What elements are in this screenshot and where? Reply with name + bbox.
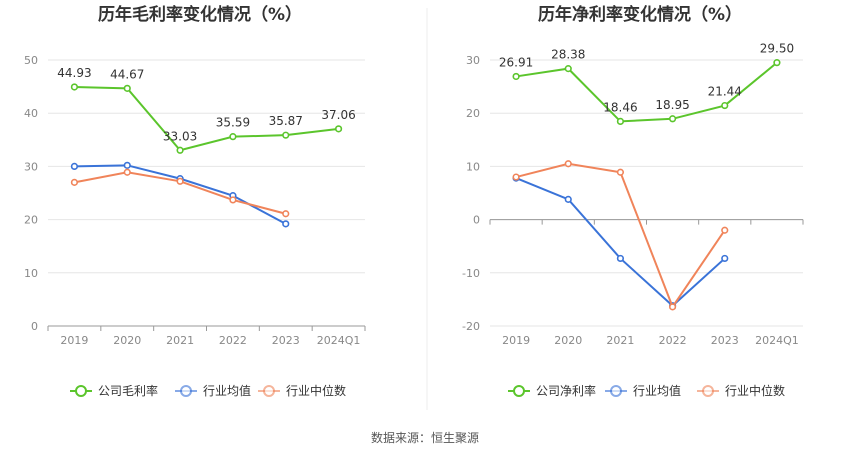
chart-title: 历年毛利率变化情况（%） — [98, 4, 302, 25]
data-label: 21.44 — [708, 85, 742, 99]
y-tick-label: 20 — [24, 214, 38, 227]
data-point — [721, 101, 729, 110]
source-label: 数据来源：恒生聚源 — [371, 430, 479, 445]
data-point — [616, 117, 625, 125]
legend-label: 行业中位数 — [725, 383, 785, 398]
x-tick-label: 2023 — [272, 334, 300, 347]
data-point — [721, 254, 729, 263]
data-label: 44.93 — [57, 66, 91, 80]
y-tick-label: -10 — [462, 267, 480, 280]
data-point — [176, 146, 184, 154]
x-tick-label: 2019 — [60, 334, 88, 347]
data-point — [334, 125, 343, 133]
data-label: 33.03 — [163, 129, 197, 143]
x-tick-label: 2019 — [502, 334, 530, 347]
y-tick-label: -20 — [462, 320, 480, 333]
y-tick-label: 10 — [24, 267, 38, 280]
y-tick-label: 0 — [31, 320, 38, 333]
legend-label: 行业均值 — [633, 383, 681, 398]
series-line-2 — [74, 164, 287, 225]
data-point — [512, 72, 520, 81]
chart-2: 历年净利率变化情况（%） -20 -10 0 10 20 30 2019 2020 2021 202… — [462, 4, 804, 398]
data-label: 35.59 — [216, 116, 250, 130]
legend-swatch-marker — [75, 385, 87, 397]
x-tick-label: 2024Q1 — [755, 334, 799, 347]
data-point — [282, 220, 290, 228]
y-tick-label: 30 — [24, 160, 38, 173]
data-point — [123, 168, 131, 176]
data-point — [668, 115, 677, 123]
series-line-1 — [74, 85, 339, 152]
data-label: 44.67 — [110, 67, 144, 81]
data-label: 37.06 — [321, 108, 355, 122]
data-point — [564, 195, 572, 203]
data-point — [512, 173, 520, 181]
series-line-2 — [515, 177, 726, 308]
data-point — [616, 254, 625, 263]
data-point — [282, 131, 290, 139]
data-label: 28.38 — [551, 48, 585, 62]
legend-swatch-marker — [702, 385, 714, 397]
data-point — [176, 177, 184, 185]
data-point — [70, 83, 79, 91]
legend-label: 公司毛利率 — [98, 383, 158, 398]
series-line-1 — [515, 61, 778, 123]
x-tick-label: 2022 — [219, 334, 247, 347]
data-label: 18.95 — [655, 98, 689, 112]
data-point — [721, 226, 729, 234]
x-tick-label: 2020 — [554, 334, 582, 347]
data-point — [773, 59, 781, 67]
data-label: 35.87 — [269, 114, 303, 128]
data-point — [70, 178, 79, 186]
data-point — [229, 133, 237, 141]
legend-swatch-marker — [180, 385, 192, 397]
chart-title: 历年净利率变化情况（%） — [538, 4, 742, 25]
y-tick-label: 0 — [473, 214, 480, 227]
x-tick-label: 2021 — [166, 334, 194, 347]
y-tick-label: 40 — [24, 107, 38, 120]
legend-label: 行业均值 — [203, 383, 251, 398]
legend-label: 公司净利率 — [536, 383, 596, 398]
x-tick-label: 2021 — [606, 334, 634, 347]
legend-swatch-marker — [610, 385, 622, 397]
legend-swatch-marker — [263, 385, 275, 397]
chart-1: 历年毛利率变化情况（%） 0 10 20 30 40 50 2019 2020 2021 2022 2… — [24, 4, 366, 398]
data-point — [229, 196, 237, 204]
data-point — [123, 84, 131, 92]
data-point — [668, 303, 677, 311]
x-tick-label: 2020 — [113, 334, 141, 347]
series-line-3 — [515, 162, 726, 309]
data-point — [564, 65, 572, 73]
data-point — [564, 160, 572, 168]
y-tick-label: 50 — [24, 54, 38, 67]
legend-label: 行业中位数 — [286, 383, 346, 398]
data-label: 18.46 — [603, 100, 637, 114]
data-point — [123, 161, 131, 169]
x-tick-label: 2022 — [659, 334, 687, 347]
legend-swatch-marker — [513, 385, 525, 397]
data-point — [282, 210, 290, 218]
y-tick-label: 30 — [466, 54, 480, 67]
data-label: 26.91 — [499, 55, 533, 69]
y-tick-label: 10 — [466, 160, 480, 173]
y-tick-label: 20 — [466, 107, 480, 120]
x-tick-label: 2024Q1 — [317, 334, 361, 347]
x-tick-label: 2023 — [711, 334, 739, 347]
data-point — [70, 162, 79, 170]
data-point — [616, 168, 625, 176]
data-label: 29.50 — [760, 42, 794, 56]
